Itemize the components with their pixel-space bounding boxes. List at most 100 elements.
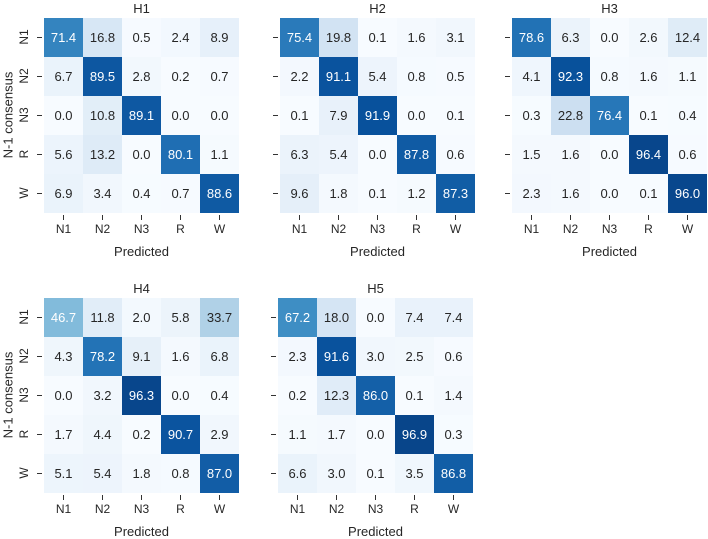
heatmap-cell: 0.4 [122,174,161,213]
heatmap-cell: 1.1 [278,415,317,454]
heatmap-cell: 0.0 [122,135,161,174]
tick-mark [37,434,42,435]
x-tick: N3 [122,213,161,236]
heatmap-cell: 6.3 [551,18,590,57]
x-tick-label: R [176,222,185,236]
heatmap-cell: 2.0 [122,298,161,337]
heatmap-cell: 6.6 [278,454,317,493]
x-tick-label: N2 [562,222,579,236]
tick-mark [37,115,42,116]
x-tick-label: N3 [133,222,150,236]
heatmap-cell: 6.3 [280,135,319,174]
y-tick: W [4,174,44,213]
heatmap-cell: 33.7 [200,298,239,337]
x-axis-ticks: N1 N2 N3 R W [44,493,239,523]
heatmap-cell: 0.1 [629,174,668,213]
tick-mark [273,193,278,194]
tick-mark [505,76,510,77]
y-tick: N3 [4,376,44,415]
tick-mark [180,495,181,500]
tick-mark [63,215,64,220]
y-axis-label: N-1 consensus [0,71,16,159]
heatmap-cell: 4.4 [83,415,122,454]
y-tick: N1 [4,18,44,57]
heatmap-cell: 0.1 [395,376,434,415]
heatmap-cell: 2.2 [280,57,319,96]
x-tick: W [200,493,239,516]
x-tick: R [161,493,200,516]
x-tick: N3 [590,213,629,236]
x-tick-label: N3 [133,502,150,516]
y-tick-label: W [17,187,31,199]
y-tick [240,18,280,57]
heatmap-cell: 0.0 [590,18,629,57]
heatmap-cell: 92.3 [551,57,590,96]
y-tick [238,454,278,493]
heatmap-cell: 0.2 [278,376,317,415]
heatmap-cell: 12.4 [668,18,707,57]
x-tick-label: N1 [291,222,308,236]
y-tick-label: R [17,149,31,159]
tick-mark [570,215,571,220]
heatmap-cell: 91.9 [358,96,397,135]
y-tick [240,135,280,174]
tick-mark [453,495,454,500]
y-tick [238,376,278,415]
x-tick-label: N2 [328,502,345,516]
heatmap-cell: 0.0 [590,135,629,174]
tick-mark [219,495,220,500]
tick-mark [271,356,276,357]
heatmap-cell: 0.6 [434,337,473,376]
heatmap-cell: 5.6 [44,135,83,174]
heatmap-cell: 3.5 [395,454,434,493]
tick-mark [375,495,376,500]
y-tick-label: N2 [17,68,31,84]
tick-mark [609,215,610,220]
heatmap-cell: 0.1 [358,18,397,57]
heatmap-cell: 2.5 [395,337,434,376]
heatmap-cell: 7.4 [434,298,473,337]
heatmap-cell: 2.6 [629,18,668,57]
tick-mark [37,37,42,38]
x-tick-label: N1 [289,502,306,516]
heatmap-cell: 0.0 [397,96,436,135]
x-axis-ticks: N1 N2 N3 R W [278,493,473,523]
panel-title: H3 [601,1,618,16]
tick-mark [141,215,142,220]
heatmap-cell: 2.9 [200,415,239,454]
heatmap-cell: 5.8 [161,298,200,337]
tick-mark [37,154,42,155]
y-tick [472,57,512,96]
tick-mark [273,37,278,38]
y-tick-label: W [17,467,31,479]
tick-mark [505,37,510,38]
heatmap-cell: 3.4 [83,174,122,213]
heatmap-cell: 0.1 [280,96,319,135]
y-tick-label: N3 [17,387,31,403]
x-tick-label: N1 [523,222,540,236]
x-tick: R [161,213,200,236]
tick-mark [219,215,220,220]
y-tick: N3 [4,96,44,135]
heatmap-cell: 1.6 [161,337,200,376]
heatmap-cell: 87.0 [200,454,239,493]
heatmap-cell: 2.3 [278,337,317,376]
heatmap-cell: 0.5 [436,57,475,96]
y-tick [238,415,278,454]
heatmap-cell: 0.3 [434,415,473,454]
x-tick: N2 [83,493,122,516]
tick-mark [531,215,532,220]
tick-mark [37,395,42,396]
heatmap-cell: 0.1 [436,96,475,135]
heatmap-cell: 3.2 [83,376,122,415]
y-axis-ticks: N1 N2 N3 R W [4,18,44,213]
x-axis-label: Predicted [350,244,405,259]
heatmap-cell: 0.0 [358,135,397,174]
heatmap-cell: 87.8 [397,135,436,174]
heatmap-cell: 0.0 [590,174,629,213]
heatmap-cell: 1.7 [44,415,83,454]
x-tick-label: N2 [94,502,111,516]
x-tick: R [629,213,668,236]
y-tick [472,18,512,57]
panel-title: H1 [133,1,150,16]
